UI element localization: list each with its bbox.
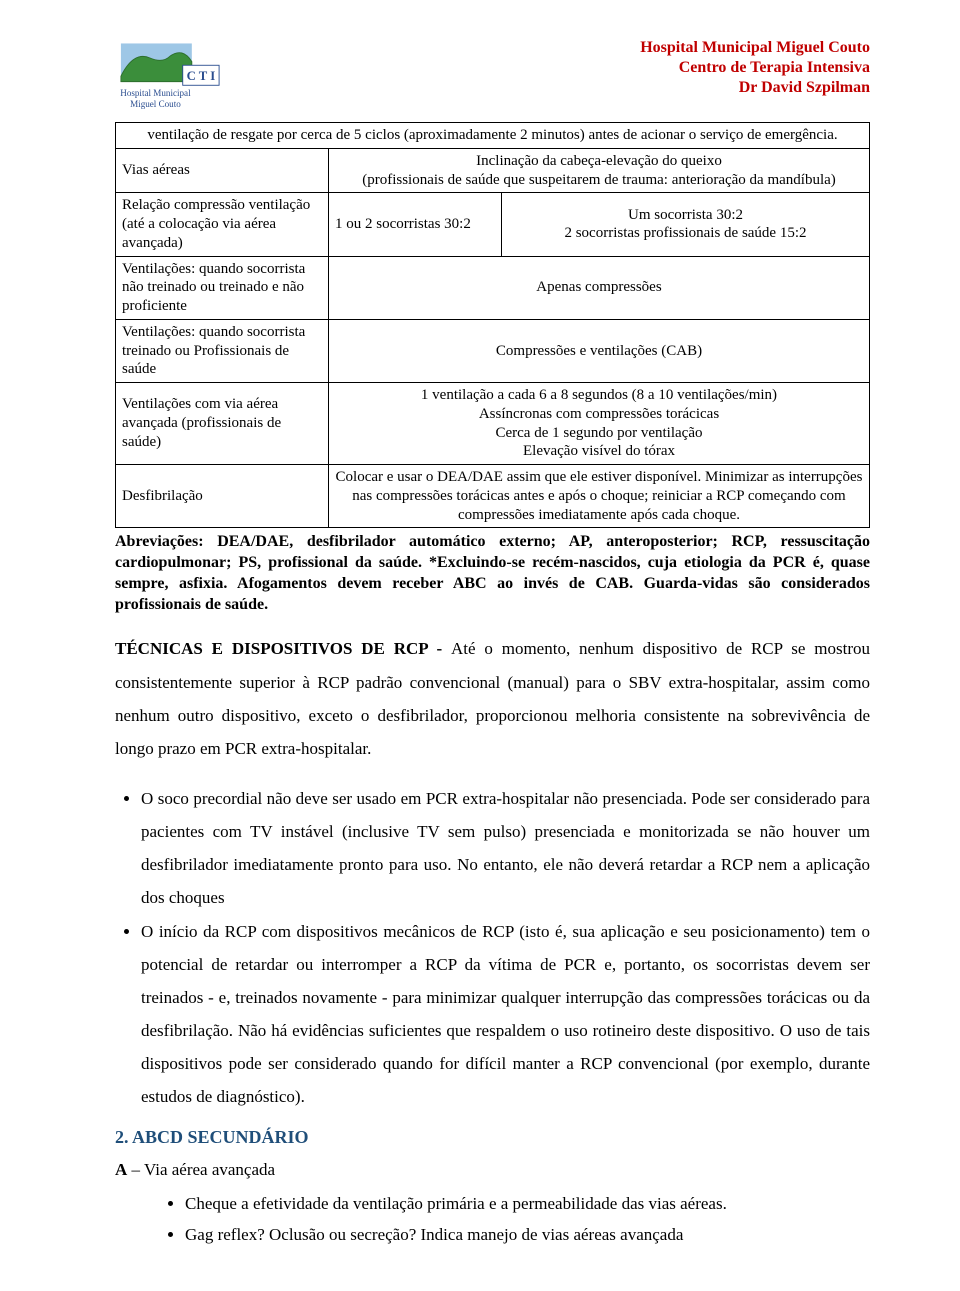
table-row-label: Relação compressão ventilação (até a col… — [116, 193, 329, 256]
table-row: Relação compressão ventilação (até a col… — [116, 193, 870, 256]
table-header-row: ventilação de resgate por cerca de 5 cic… — [116, 123, 870, 149]
table-row-label: Ventilações: quando socorrista treinado … — [116, 319, 329, 382]
table-row-label: Ventilações: quando socorrista não trein… — [116, 256, 329, 319]
table-row-label: Desfibrilação — [116, 465, 329, 528]
rcp-table: ventilação de resgate por cerca de 5 cic… — [115, 122, 870, 528]
section-lead: TÉCNICAS E DISPOSITIVOS DE RCP - — [115, 639, 451, 658]
list-item: O início da RCP com dispositivos mecânic… — [141, 915, 870, 1114]
table-row-value: Apenas compressões — [329, 256, 870, 319]
institution-line-1: Hospital Municipal Miguel Couto — [640, 38, 870, 58]
sub-a-text: – Via aérea avançada — [127, 1160, 275, 1179]
logo-text-1: Hospital Municipal — [120, 88, 191, 98]
table-row: DesfibrilaçãoColocar e usar o DEA/DAE as… — [116, 465, 870, 528]
list-item: O soco precordial não deve ser usado em … — [141, 782, 870, 915]
sub-a-line: A – Via aérea avançada — [115, 1154, 870, 1185]
table-row: Ventilações: quando socorrista treinado … — [116, 319, 870, 382]
hospital-logo-icon: C T I Hospital Municipal Miguel Couto — [115, 38, 225, 118]
table-row-value: Colocar e usar o DEA/DAE assim que ele e… — [329, 465, 870, 528]
table-row-col2: 1 ou 2 socorristas 30:2 — [329, 193, 502, 256]
sub-a-bold: A — [115, 1160, 127, 1179]
table-row: Ventilações com via aérea avançada (prof… — [116, 383, 870, 465]
table-row-label: Ventilações com via aérea avançada (prof… — [116, 383, 329, 465]
list-item: Gag reflex? Oclusão ou secreção? Indica … — [185, 1219, 870, 1250]
page-header: C T I Hospital Municipal Miguel Couto Ho… — [115, 38, 870, 118]
sub-bullet-list: Cheque a efetividade da ventilação primá… — [115, 1188, 870, 1251]
logo-cti-text: C T I — [187, 69, 216, 83]
table-row-label: Vias aéreas — [116, 148, 329, 193]
table-row-value: Inclinação da cabeça-elevação do queixo(… — [329, 148, 870, 193]
table-row: Vias aéreasInclinação da cabeça-elevação… — [116, 148, 870, 193]
page: C T I Hospital Municipal Miguel Couto Ho… — [0, 0, 960, 1291]
heading-abcd-secundario: 2. ABCD SECUNDÁRIO — [115, 1127, 870, 1148]
section-tecnicas: TÉCNICAS E DISPOSITIVOS DE RCP - Até o m… — [115, 632, 870, 765]
table-row-value: Compressões e ventilações (CAB) — [329, 319, 870, 382]
institution-block: Hospital Municipal Miguel Couto Centro d… — [640, 38, 870, 98]
table-row-value: 1 ventilação a cada 6 a 8 segundos (8 a … — [329, 383, 870, 465]
institution-line-2: Centro de Terapia Intensiva — [640, 58, 870, 78]
logo-text-2: Miguel Couto — [130, 99, 181, 109]
institution-line-3: Dr David Szpilman — [640, 78, 870, 98]
table-row-col3: Um socorrista 30:22 socorristas profissi… — [502, 193, 870, 256]
abbreviations-note: Abreviações: DEA/DAE, desfibrilador auto… — [115, 532, 870, 615]
list-item: Cheque a efetividade da ventilação primá… — [185, 1188, 870, 1219]
bullet-list: O soco precordial não deve ser usado em … — [115, 782, 870, 1113]
table-row: Ventilações: quando socorrista não trein… — [116, 256, 870, 319]
